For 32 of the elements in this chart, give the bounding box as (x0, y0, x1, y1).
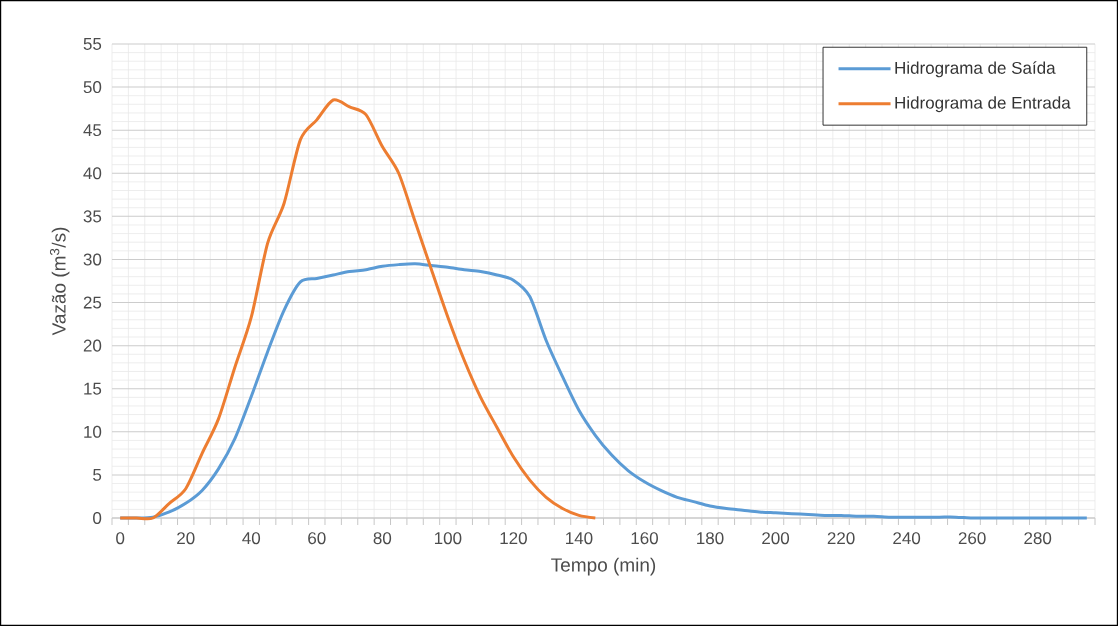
x-tick-label: 200 (762, 532, 790, 545)
x-tick-label: 160 (631, 532, 658, 545)
y-tick-label: 40 (83, 167, 102, 180)
x-tick-label: 20 (177, 532, 195, 545)
x-tick-label: 220 (827, 532, 855, 545)
x-tick-label: 100 (434, 532, 462, 545)
x-tick-label: 280 (1024, 532, 1052, 545)
y-tick-label: 0 (93, 511, 102, 525)
x-tick-label: 60 (308, 532, 326, 545)
y-tick-label: 15 (84, 382, 102, 395)
y-tick-label: 30 (83, 253, 102, 266)
line-series (118, 98, 597, 520)
x-tick-label: 180 (697, 532, 724, 545)
y-tick-label: 50 (83, 81, 102, 94)
x-tick-label: 40 (242, 532, 261, 545)
y-axis-title: Vazão (m$^{3}$/s) (49, 227, 70, 336)
x-tick-label: 140 (566, 532, 593, 545)
y-tick-label: 45 (83, 124, 102, 137)
y-tick-label: 55 (83, 38, 102, 50)
x-tick-label: 240 (893, 532, 921, 545)
legend-label: Hidrograma de Entrada (895, 96, 1071, 113)
y-tick-label: 25 (83, 296, 102, 309)
y-tick-label: 35 (83, 210, 102, 223)
legend-label: Hidrograma de Saída (895, 61, 1056, 78)
x-axis-title: Tempo (min) (551, 557, 656, 576)
y-tick-label: 10 (84, 425, 102, 438)
y-tick-label: 20 (83, 339, 102, 352)
x-tick-label: 80 (373, 532, 392, 545)
x-tick-label: 0 (116, 532, 125, 545)
x-tick-label: 120 (500, 532, 527, 545)
y-tick-label: 5 (93, 468, 102, 481)
x-tick-label: 260 (958, 532, 986, 545)
